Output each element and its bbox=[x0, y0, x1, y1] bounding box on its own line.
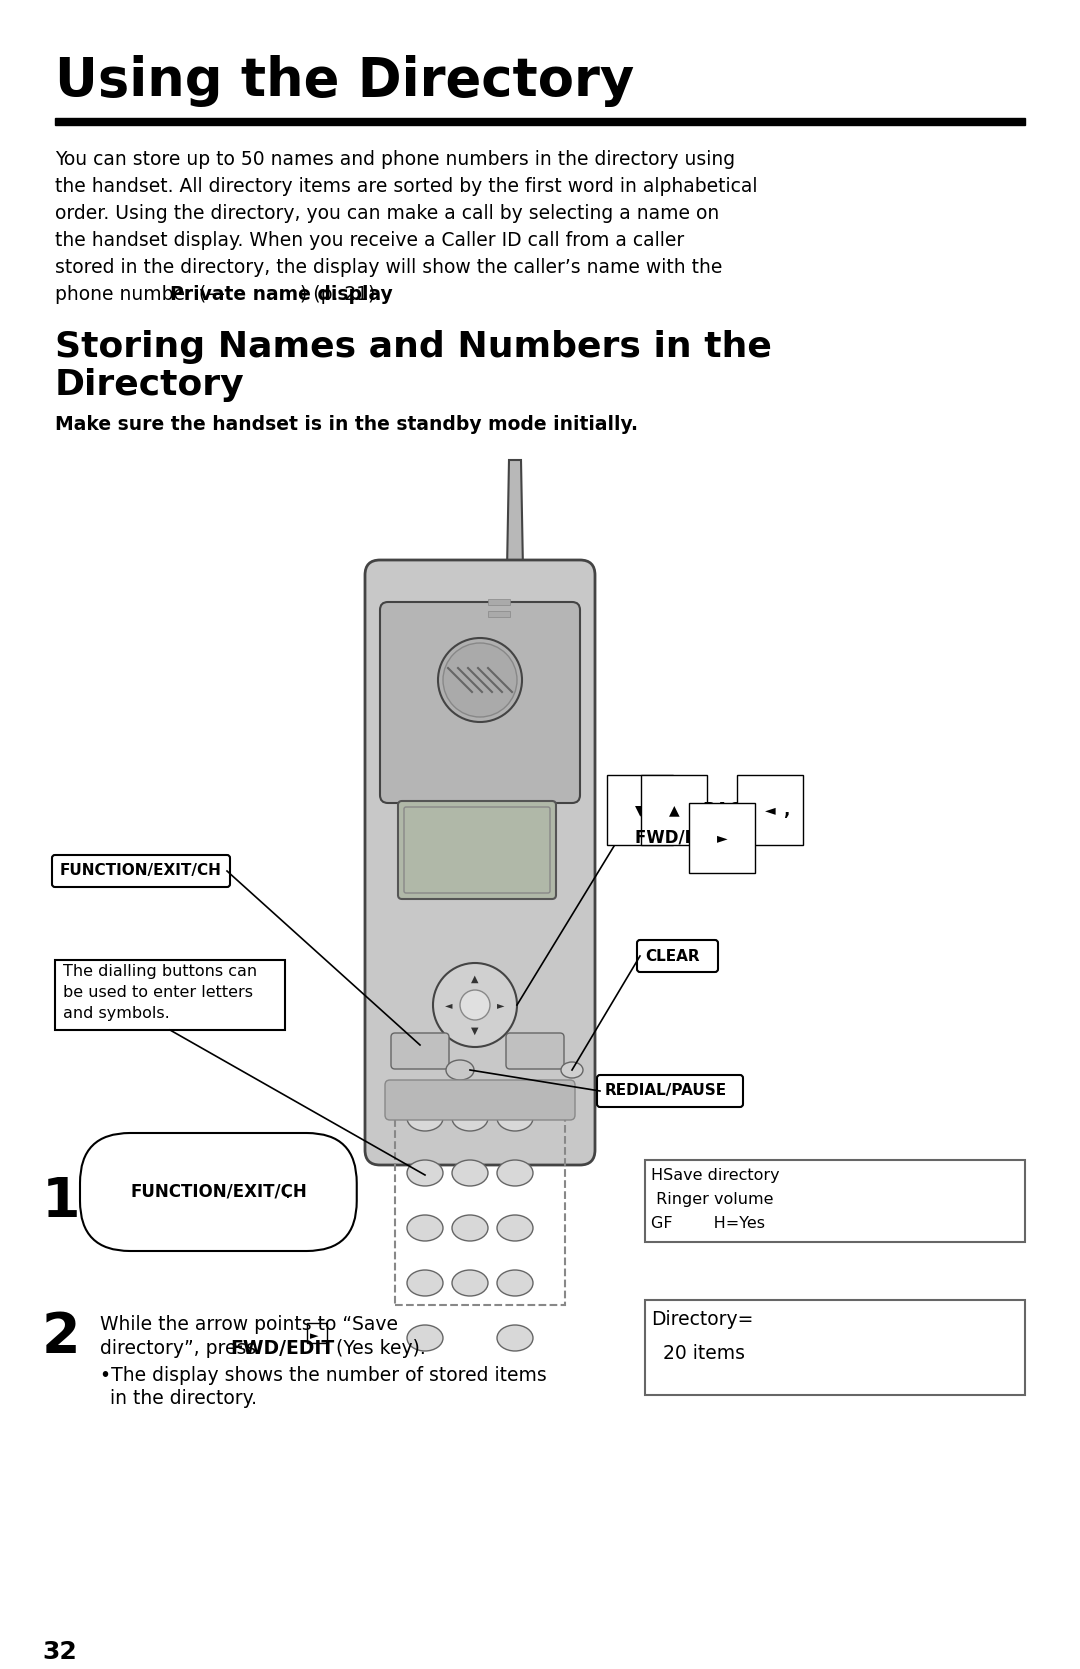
Ellipse shape bbox=[497, 1270, 534, 1297]
Text: 20 items: 20 items bbox=[651, 1344, 745, 1364]
Ellipse shape bbox=[453, 1160, 488, 1187]
Ellipse shape bbox=[453, 1215, 488, 1242]
Text: Using the Directory: Using the Directory bbox=[55, 55, 634, 107]
Text: ▲: ▲ bbox=[669, 803, 679, 818]
Text: ▼: ▼ bbox=[635, 803, 646, 818]
Text: Directory=: Directory= bbox=[651, 1310, 754, 1329]
Text: You can store up to 50 names and phone numbers in the directory using: You can store up to 50 names and phone n… bbox=[55, 150, 735, 169]
FancyBboxPatch shape bbox=[307, 1324, 327, 1344]
Text: order. Using the directory, you can make a call by selecting a name on: order. Using the directory, you can make… bbox=[55, 204, 719, 224]
Ellipse shape bbox=[407, 1215, 443, 1242]
Bar bbox=[55, 118, 1025, 125]
Text: Press: Press bbox=[100, 1183, 156, 1202]
Text: ◄: ◄ bbox=[765, 803, 775, 818]
Ellipse shape bbox=[497, 1215, 534, 1242]
Text: ) (p. 21).: ) (p. 21). bbox=[300, 285, 381, 304]
Text: ◄: ◄ bbox=[445, 1000, 453, 1010]
FancyBboxPatch shape bbox=[380, 603, 580, 803]
PathPatch shape bbox=[507, 461, 524, 624]
Bar bbox=[55, 960, 285, 1030]
Text: the handset. All directory items are sorted by the first word in alphabetical: the handset. All directory items are sor… bbox=[55, 177, 757, 195]
Text: phone number (—: phone number (— bbox=[55, 285, 225, 304]
Bar bbox=[395, 1095, 565, 1305]
Text: , BACK: , BACK bbox=[691, 801, 759, 819]
Ellipse shape bbox=[561, 1061, 583, 1078]
FancyBboxPatch shape bbox=[637, 940, 718, 971]
Text: FWD/EDIT: FWD/EDIT bbox=[230, 1339, 334, 1359]
Text: 32: 32 bbox=[42, 1641, 77, 1664]
Text: REDIAL/PAUSE: REDIAL/PAUSE bbox=[605, 1083, 727, 1098]
Text: FUNCTION/EXIT/CH: FUNCTION/EXIT/CH bbox=[130, 1183, 307, 1202]
Text: While the arrow points to “Save: While the arrow points to “Save bbox=[100, 1315, 399, 1334]
Ellipse shape bbox=[407, 1105, 443, 1132]
Text: ►: ► bbox=[310, 1330, 319, 1340]
Text: 1: 1 bbox=[42, 1175, 81, 1228]
Ellipse shape bbox=[407, 1270, 443, 1297]
FancyBboxPatch shape bbox=[365, 561, 595, 1165]
Text: Ringer volume: Ringer volume bbox=[651, 1192, 773, 1207]
Bar bbox=[645, 1300, 1025, 1395]
Ellipse shape bbox=[407, 1325, 443, 1350]
FancyBboxPatch shape bbox=[597, 1075, 743, 1107]
Text: (Yes key).: (Yes key). bbox=[330, 1339, 426, 1359]
Text: Private name display: Private name display bbox=[170, 285, 393, 304]
Text: ►: ► bbox=[497, 1000, 504, 1010]
Text: Storing Names and Numbers in the: Storing Names and Numbers in the bbox=[55, 330, 772, 364]
Text: FUNCTION/EXIT/CH: FUNCTION/EXIT/CH bbox=[60, 863, 221, 878]
Text: ,: , bbox=[783, 801, 789, 819]
Ellipse shape bbox=[497, 1160, 534, 1187]
FancyBboxPatch shape bbox=[399, 801, 556, 900]
Text: in the directory.: in the directory. bbox=[110, 1389, 257, 1409]
Text: ►: ► bbox=[717, 831, 728, 845]
Text: CLEAR: CLEAR bbox=[645, 948, 700, 963]
Bar bbox=[488, 599, 510, 604]
FancyBboxPatch shape bbox=[391, 1033, 449, 1070]
Text: GF        H=Yes: GF H=Yes bbox=[651, 1217, 765, 1232]
Text: ,: , bbox=[657, 801, 670, 819]
Text: Make sure the handset is in the standby mode initially.: Make sure the handset is in the standby … bbox=[55, 416, 638, 434]
Circle shape bbox=[460, 990, 490, 1020]
FancyBboxPatch shape bbox=[507, 1033, 564, 1070]
Text: HSave directory: HSave directory bbox=[651, 1168, 780, 1183]
FancyBboxPatch shape bbox=[384, 1080, 575, 1120]
Ellipse shape bbox=[497, 1325, 534, 1350]
Text: the handset display. When you receive a Caller ID call from a caller: the handset display. When you receive a … bbox=[55, 230, 685, 250]
Bar bbox=[645, 1160, 1025, 1242]
Text: directory”, press: directory”, press bbox=[100, 1339, 262, 1359]
Text: The dialling buttons can
be used to enter letters
and symbols.: The dialling buttons can be used to ente… bbox=[63, 965, 257, 1021]
Text: Directory: Directory bbox=[55, 367, 245, 402]
Circle shape bbox=[433, 963, 517, 1046]
FancyBboxPatch shape bbox=[404, 808, 550, 893]
Text: .: . bbox=[285, 1183, 291, 1202]
Bar bbox=[488, 611, 510, 618]
Ellipse shape bbox=[407, 1160, 443, 1187]
Text: ▲: ▲ bbox=[471, 975, 478, 985]
Text: FWD/EDIT: FWD/EDIT bbox=[635, 829, 733, 846]
FancyBboxPatch shape bbox=[52, 855, 230, 886]
Text: stored in the directory, the display will show the caller’s name with the: stored in the directory, the display wil… bbox=[55, 259, 723, 277]
Circle shape bbox=[443, 643, 517, 718]
Circle shape bbox=[438, 638, 522, 723]
Ellipse shape bbox=[497, 1105, 534, 1132]
Text: 2: 2 bbox=[42, 1310, 81, 1364]
Ellipse shape bbox=[453, 1105, 488, 1132]
Text: ▼: ▼ bbox=[471, 1026, 478, 1036]
Ellipse shape bbox=[453, 1270, 488, 1297]
Ellipse shape bbox=[446, 1060, 474, 1080]
Text: •The display shows the number of stored items: •The display shows the number of stored … bbox=[100, 1365, 546, 1385]
